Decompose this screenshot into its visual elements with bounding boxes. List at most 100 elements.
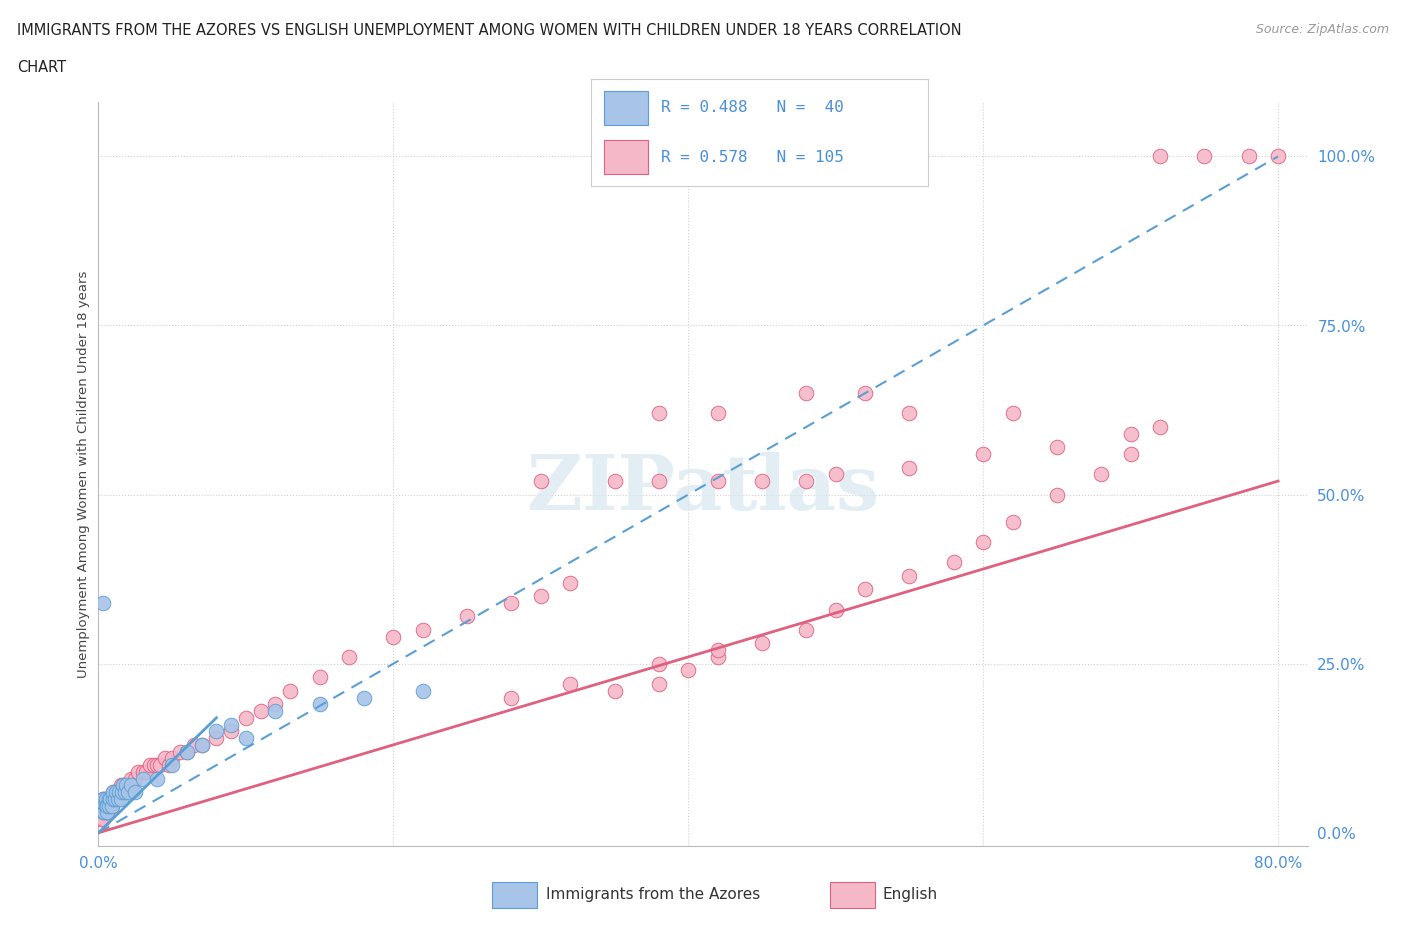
Point xyxy=(603,684,626,698)
Point xyxy=(501,595,523,610)
Point xyxy=(264,704,287,719)
Point xyxy=(794,473,817,488)
Point xyxy=(1001,406,1024,421)
Point xyxy=(706,649,728,664)
Point xyxy=(972,535,994,550)
Text: IMMIGRANTS FROM THE AZORES VS ENGLISH UNEMPLOYMENT AMONG WOMEN WITH CHILDREN UND: IMMIGRANTS FROM THE AZORES VS ENGLISH UN… xyxy=(17,23,962,38)
Point xyxy=(794,386,817,401)
Point xyxy=(104,791,127,806)
Point xyxy=(337,649,360,664)
Point xyxy=(853,386,876,401)
Point xyxy=(114,785,136,800)
Point xyxy=(160,758,183,773)
Point xyxy=(100,798,122,813)
Point xyxy=(942,555,965,570)
Point xyxy=(146,758,169,773)
Text: R = 0.578   N = 105: R = 0.578 N = 105 xyxy=(661,150,844,165)
Point xyxy=(219,724,242,738)
Point xyxy=(1149,149,1171,164)
Point xyxy=(648,657,671,671)
Point xyxy=(131,771,153,786)
Point xyxy=(278,684,301,698)
Point xyxy=(121,778,143,793)
Point xyxy=(794,622,817,637)
Point xyxy=(139,758,162,773)
Point xyxy=(560,676,582,691)
Point xyxy=(90,805,112,820)
Point xyxy=(93,805,115,820)
Point xyxy=(853,582,876,597)
Point xyxy=(97,798,120,813)
Text: Immigrants from the Azores: Immigrants from the Azores xyxy=(546,887,759,902)
Point xyxy=(98,798,121,813)
Point xyxy=(412,622,434,637)
Point xyxy=(157,758,180,773)
Point xyxy=(93,791,115,806)
Point xyxy=(91,805,114,820)
Point xyxy=(90,798,112,813)
Point xyxy=(235,711,257,725)
Point xyxy=(1090,467,1112,482)
Point xyxy=(117,778,139,793)
Point xyxy=(112,778,135,793)
Point xyxy=(603,473,626,488)
Point xyxy=(91,791,114,806)
Point xyxy=(160,751,183,765)
Bar xyxy=(605,140,648,174)
Point xyxy=(751,636,773,651)
Point xyxy=(264,697,287,711)
Point xyxy=(100,798,122,813)
Point xyxy=(93,798,115,813)
Point xyxy=(111,785,134,800)
Point xyxy=(898,460,921,475)
Point xyxy=(183,737,205,752)
Point xyxy=(249,704,271,719)
Point xyxy=(107,791,129,806)
Point xyxy=(1149,419,1171,434)
Point xyxy=(107,791,129,806)
Point xyxy=(91,791,114,806)
Point xyxy=(824,467,846,482)
Point xyxy=(706,473,728,488)
Point xyxy=(101,791,124,806)
Point xyxy=(176,744,198,759)
Point xyxy=(678,663,700,678)
Point xyxy=(146,771,169,786)
Point xyxy=(169,744,191,759)
Point xyxy=(98,791,121,806)
Point xyxy=(648,676,671,691)
Point xyxy=(93,798,115,813)
Point xyxy=(308,670,330,684)
Text: Source: ZipAtlas.com: Source: ZipAtlas.com xyxy=(1256,23,1389,36)
Point xyxy=(412,684,434,698)
Point xyxy=(96,805,118,820)
Point xyxy=(91,798,114,813)
Point xyxy=(94,791,117,806)
Point xyxy=(135,764,157,779)
Point xyxy=(108,785,131,800)
Point xyxy=(105,785,128,800)
Point xyxy=(111,785,134,800)
Point xyxy=(101,785,124,800)
Point xyxy=(127,764,149,779)
Point xyxy=(96,798,118,813)
Point xyxy=(382,630,405,644)
Point xyxy=(93,805,115,820)
Point xyxy=(89,812,111,827)
Point xyxy=(153,751,176,765)
Text: R = 0.488   N =  40: R = 0.488 N = 40 xyxy=(661,100,844,115)
Point xyxy=(97,798,120,813)
Point xyxy=(117,785,139,800)
Point xyxy=(124,771,146,786)
Point xyxy=(94,805,117,820)
Point xyxy=(235,731,257,746)
Point xyxy=(110,778,132,793)
Point xyxy=(89,805,111,820)
Point xyxy=(560,575,582,590)
Point xyxy=(1001,514,1024,529)
Point xyxy=(898,568,921,583)
Point xyxy=(898,406,921,421)
Point xyxy=(94,791,117,806)
Point xyxy=(108,785,131,800)
Point xyxy=(118,778,141,793)
